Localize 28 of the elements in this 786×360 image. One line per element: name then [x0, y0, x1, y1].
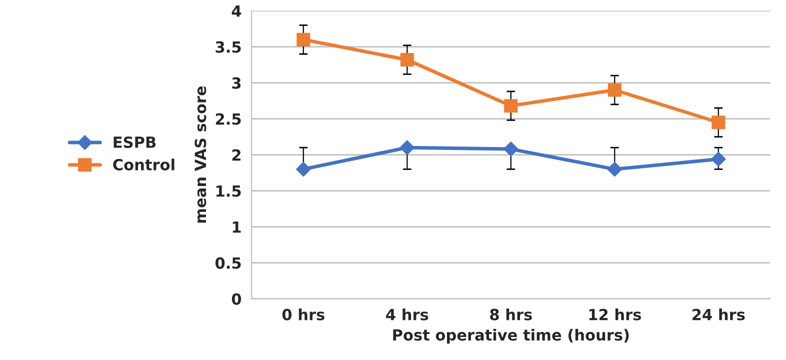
y-axis-title: mean VAS score	[194, 86, 206, 223]
y-tick-label: 0.5	[215, 257, 241, 269]
x-tick-label: 8 hrs	[490, 308, 532, 320]
point	[607, 162, 622, 177]
point	[296, 32, 310, 46]
x-tick-label: 12 hrs	[589, 308, 641, 320]
y-tick-label: 4	[232, 5, 242, 17]
y-tick-label: 3	[232, 77, 241, 89]
point	[504, 99, 518, 113]
y-tick-label: 3.5	[216, 41, 241, 53]
x-axis-title: Post operative time (hours)	[393, 328, 629, 344]
point	[712, 116, 726, 130]
point	[711, 152, 726, 167]
legend-label: ESPB	[114, 136, 156, 148]
x-tick-label: 0 hrs	[282, 308, 324, 320]
y-tick-label: 2	[232, 149, 240, 161]
point	[608, 83, 622, 97]
x-tick-label: 24 hrs	[692, 308, 745, 320]
point	[400, 52, 414, 67]
point	[400, 140, 415, 155]
y-tick-label: 2.5	[216, 113, 241, 125]
point	[296, 162, 311, 177]
point	[504, 142, 518, 156]
y-tick-label: 1	[232, 221, 241, 233]
x-tick-label: 4 hrs	[386, 308, 428, 320]
y-tick-label: 0	[232, 293, 242, 305]
y-tick-label: 1.5	[216, 185, 241, 197]
legend-label: Control	[113, 158, 174, 170]
